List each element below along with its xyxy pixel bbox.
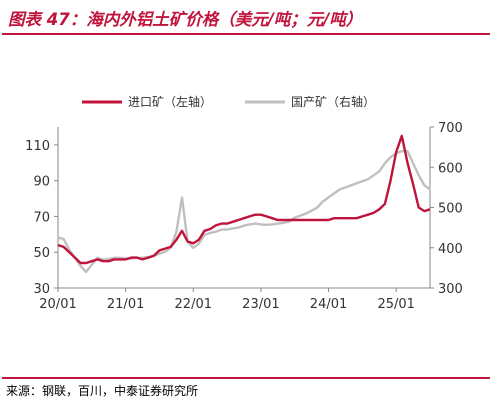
legend: 进口矿（左轴） 国产矿（右轴） — [82, 94, 375, 109]
x-tick-label: 25/01 — [377, 297, 414, 312]
right-tick-label: 300 — [438, 282, 463, 297]
series-line-domestic — [57, 150, 431, 274]
source-note: 来源：钢联，百川，中泰证券研究所 — [6, 384, 199, 398]
right-tick-label: 500 — [438, 202, 463, 217]
left-tick-label: 50 — [33, 246, 50, 261]
left-tick-label: 70 — [33, 210, 50, 225]
x-tick-label: 22/01 — [175, 297, 212, 312]
legend-label-domestic: 国产矿（右轴） — [291, 94, 375, 109]
left-tick-label: 30 — [33, 282, 50, 297]
x-tick-label: 20/01 — [39, 297, 76, 312]
plot-area — [57, 134, 431, 274]
price-chart: 进口矿（左轴） 国产矿（右轴） 30 50 70 90 110 300 400 500 600 7… — [25, 94, 463, 312]
axes: 30 50 70 90 110 300 400 500 600 700 20/01 21/01 22/0… — [25, 121, 463, 312]
title-divider — [2, 33, 490, 35]
right-tick-label: 700 — [438, 121, 463, 136]
right-tick-label: 600 — [438, 161, 463, 176]
left-tick-label: 90 — [33, 175, 50, 190]
x-tick-label: 24/01 — [310, 297, 347, 312]
right-tick-label: 400 — [438, 242, 463, 257]
page-title: 图表 47：海内外铝土矿价格（美元/吨；元/吨） — [8, 10, 363, 29]
legend-label-import: 进口矿（左轴） — [128, 94, 212, 109]
x-tick-label: 23/01 — [242, 297, 279, 312]
x-tick-label: 21/01 — [107, 297, 144, 312]
left-tick-label: 110 — [25, 139, 50, 154]
footer-divider — [2, 377, 490, 379]
series-line-import — [57, 134, 431, 265]
